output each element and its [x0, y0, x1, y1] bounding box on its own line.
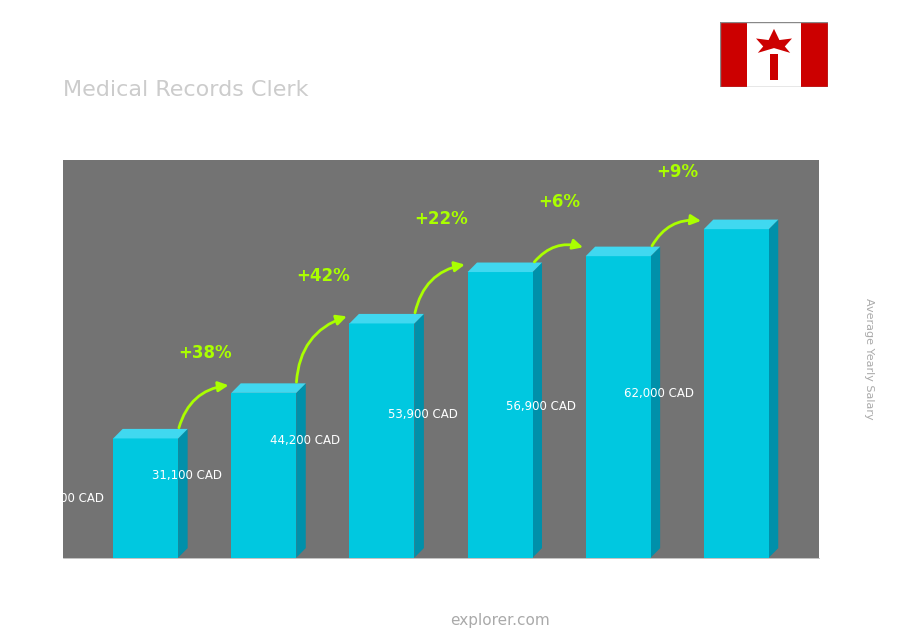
- Polygon shape: [704, 220, 778, 229]
- Bar: [747, 22, 801, 87]
- Text: 62,000 CAD: 62,000 CAD: [625, 387, 695, 400]
- Polygon shape: [296, 383, 306, 558]
- Text: +38%: +38%: [178, 344, 231, 362]
- Text: 31,100 CAD: 31,100 CAD: [152, 469, 222, 482]
- Bar: [801, 22, 828, 87]
- Polygon shape: [113, 429, 187, 438]
- Polygon shape: [533, 263, 542, 558]
- Polygon shape: [178, 429, 187, 558]
- FancyBboxPatch shape: [468, 272, 533, 558]
- Text: 56,900 CAD: 56,900 CAD: [507, 401, 576, 413]
- Polygon shape: [756, 29, 792, 53]
- Text: +22%: +22%: [414, 210, 468, 228]
- Text: Medical Records Clerk: Medical Records Clerk: [63, 80, 309, 100]
- FancyBboxPatch shape: [704, 229, 769, 558]
- Bar: [770, 54, 778, 80]
- Text: Average Yearly Salary: Average Yearly Salary: [863, 298, 874, 420]
- Polygon shape: [349, 314, 424, 324]
- Text: salary: salary: [398, 613, 450, 628]
- Polygon shape: [231, 383, 306, 393]
- FancyBboxPatch shape: [586, 256, 651, 558]
- Text: +42%: +42%: [296, 267, 350, 285]
- Text: +6%: +6%: [538, 193, 580, 211]
- Polygon shape: [651, 247, 660, 558]
- FancyBboxPatch shape: [231, 393, 296, 558]
- Text: Salary Comparison By Experience: Salary Comparison By Experience: [63, 32, 639, 61]
- Polygon shape: [468, 263, 542, 272]
- Bar: [720, 22, 747, 87]
- Polygon shape: [414, 314, 424, 558]
- FancyBboxPatch shape: [349, 324, 414, 558]
- Text: +9%: +9%: [656, 163, 698, 181]
- Text: 44,200 CAD: 44,200 CAD: [270, 434, 340, 447]
- Polygon shape: [586, 247, 660, 256]
- Text: 22,500 CAD: 22,500 CAD: [34, 492, 104, 504]
- Text: explorer.com: explorer.com: [450, 613, 550, 628]
- FancyBboxPatch shape: [113, 438, 178, 558]
- Text: 53,900 CAD: 53,900 CAD: [388, 408, 458, 421]
- Polygon shape: [769, 220, 778, 558]
